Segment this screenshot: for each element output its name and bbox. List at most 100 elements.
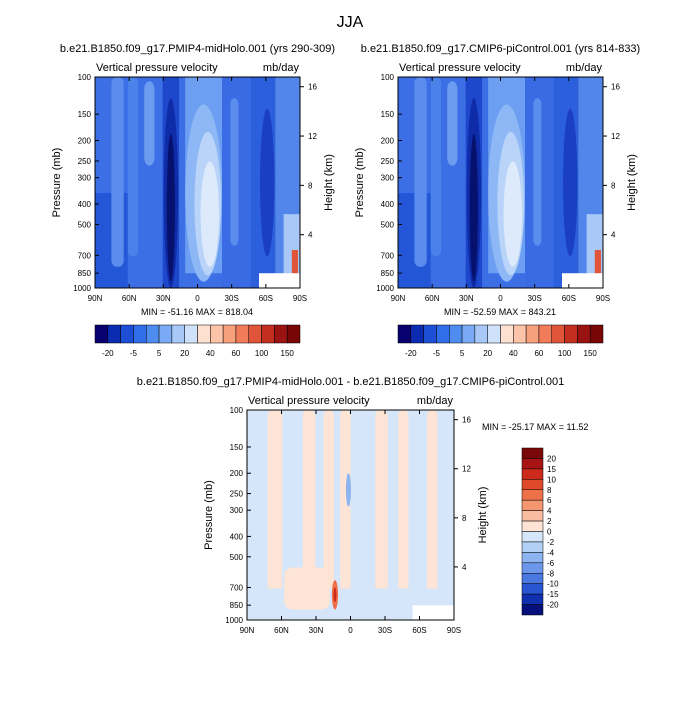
colorbar-label: 40 [206,349,215,358]
colorbar-label: 20 [483,349,492,358]
colorbar-label: 10 [547,475,556,484]
y-tick-label: 200 [78,137,92,146]
figure-title: JJA [337,14,364,31]
panel-title: b.e21.B1850.f09_g17.CMIP6-piControl.001 … [361,43,640,55]
colorbar-box [222,324,237,344]
colorbar-box [235,324,249,344]
x-tick-label: 30N [156,294,171,303]
y2-tick-label: 16 [462,416,471,425]
heatmap-field [247,410,454,620]
x-tick-label: 90N [88,294,103,303]
y-tick-label: 400 [381,200,395,209]
colorbar-box [538,324,552,344]
colorbar-label: -8 [547,569,555,578]
x-tick-label: 90S [293,294,307,303]
y-tick-label: 1000 [73,284,91,293]
y-tick-label: 300 [381,174,395,183]
colorbar-box [158,324,173,344]
y-tick-label: 500 [230,553,244,562]
units-label: mb/day [566,62,603,74]
y-tick-label: 200 [230,469,244,478]
y-tick-label: 1000 [225,616,243,625]
x-tick-label: 60S [259,294,273,303]
x-tick-label: 60N [274,626,289,635]
colorbar-label: 6 [547,496,552,505]
field-label: Vertical pressure velocity [248,395,370,407]
colorbar: -20 -5 5 20 40 60 100 150 [94,324,301,358]
y-tick-label: 1000 [376,284,394,293]
colorbar-box [521,479,544,490]
y2-axis-title: Height (km) [323,154,335,211]
stats-label: MIN = -52.59 MAX = 843.21 [444,307,556,317]
colorbar-label: 0 [547,528,552,537]
colorbar-box [521,458,544,470]
colorbar-box [449,324,463,344]
colorbar-label: -20 [102,349,114,358]
colorbar-box [146,324,160,344]
y-tick-label: 100 [78,73,92,82]
colorbar-box [487,324,501,344]
y2-tick-label: 12 [611,132,620,141]
colorbar-label: -6 [547,559,555,568]
y-tick-label: 250 [78,157,92,166]
colorbar-box [274,324,288,344]
y2-tick-label: 12 [308,132,317,141]
x-tick-label: 0 [498,294,503,303]
y-tick-label: 300 [78,174,92,183]
colorbar-label: 100 [558,349,572,358]
panel-title: b.e21.B1850.f09_g17.PMIP4-midHolo.001 (y… [60,43,335,55]
y-tick-label: 850 [230,601,244,610]
colorbar-box [521,552,544,564]
y-tick-label: 400 [78,200,92,209]
y-tick-label: 850 [78,269,92,278]
y-tick-label: 150 [381,110,395,119]
colorbar-box [184,324,198,344]
colorbar-label: 100 [255,349,269,358]
heatmap-field [398,77,603,288]
colorbar-box [107,324,121,344]
colorbar-box [521,447,544,459]
colorbar-box [210,324,224,344]
x-tick-label: 60N [425,294,440,303]
colorbar-label: 5 [157,349,162,358]
x-tick-label: 90N [391,294,406,303]
colorbar: -20 -5 5 20 40 60 100 150 [397,324,604,358]
colorbar-box [436,324,450,344]
colorbar-box [261,324,275,344]
y-axis-title: Pressure (mb) [203,480,215,550]
colorbar-box [94,324,109,344]
colorbar-box [521,583,544,595]
colorbar-label: 60 [231,349,240,358]
colorbar-box [197,324,211,344]
panel-1: b.e21.B1850.f09_g17.PMIP4-midHolo.001 (y… [51,43,335,358]
y-tick-label: 100 [230,406,244,415]
colorbar-box [397,324,412,344]
colorbar-box [521,593,544,605]
y-tick-label: 850 [381,269,395,278]
colorbar-box [410,324,424,344]
y-tick-label: 150 [78,110,92,119]
units-label: mb/day [417,395,454,407]
colorbar-box [521,604,544,616]
colorbar-label: -5 [130,349,138,358]
y-tick-label: 100 [381,73,395,82]
colorbar-box [423,324,437,344]
x-tick-label: 60S [562,294,576,303]
x-tick-label: 90N [240,626,255,635]
colorbar-label: 40 [509,349,518,358]
colorbar-label: 60 [534,349,543,358]
y2-tick-label: 16 [611,83,620,92]
colorbar-box [286,324,301,344]
colorbar-label: -15 [547,590,559,599]
colorbar-box [248,324,262,344]
stats-label: MIN = -51.16 MAX = 818.04 [141,307,253,317]
x-tick-label: 30S [528,294,542,303]
field-label: Vertical pressure velocity [399,62,521,74]
y2-tick-label: 8 [308,181,313,190]
colorbar-label: 5 [460,349,465,358]
colorbar-label: 15 [547,465,556,474]
colorbar-label: 20 [180,349,189,358]
y-tick-label: 400 [230,532,244,541]
colorbar-box [521,499,544,511]
